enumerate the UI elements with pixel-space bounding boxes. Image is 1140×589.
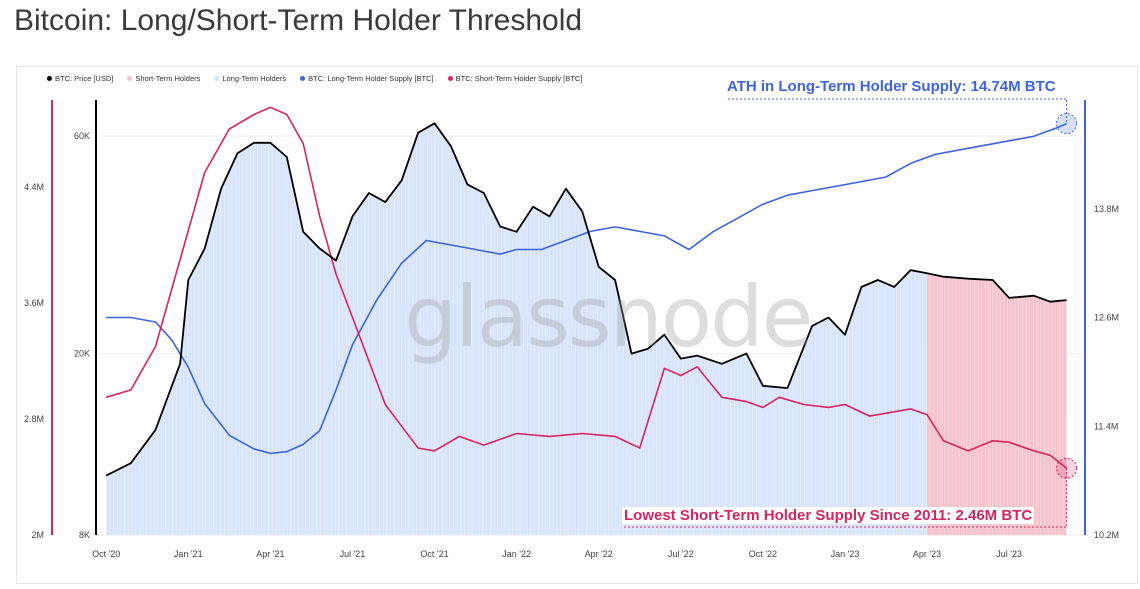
- legend-dot-price: [47, 76, 52, 81]
- x-tick-2: Apr '21: [256, 549, 284, 559]
- page-title: Bitcoin: Long/Short-Term Holder Threshol…: [14, 4, 583, 37]
- legend-item-lth-supply[interactable]: BTC: Long-Term Holder Supply [BTC]: [300, 74, 434, 83]
- x-tick-9: Jan '23: [831, 549, 860, 559]
- legend-dot-long-term-holders: [214, 76, 220, 81]
- x-tick-7: Jul '22: [668, 549, 694, 559]
- legend-item-short-term-holders[interactable]: Short-Term Holders: [127, 74, 200, 83]
- legend-item-sth-supply[interactable]: BTC: Short-Term Holder Supply [BTC]: [447, 74, 583, 83]
- y-tick-price-2: 60K: [74, 131, 90, 141]
- x-tick-0: Oct '20: [92, 549, 120, 559]
- annotation-marker-lth: [1056, 113, 1078, 135]
- legend-dot-short-term-holders: [127, 76, 133, 81]
- legend-label-lth-supply: BTC: Long-Term Holder Supply [BTC]: [308, 74, 434, 83]
- legend-dot-sth-supply: [447, 76, 453, 81]
- x-tick-1: Jan '21: [174, 549, 203, 559]
- y-tick-sth-3: 4.4M: [24, 182, 44, 192]
- annotation-marker-sth: [1056, 457, 1078, 479]
- x-tick-8: Oct '22: [749, 549, 777, 559]
- y-tick-lth-2: 12.6M: [1094, 313, 1119, 323]
- series-line-price: [105, 122, 1067, 477]
- annotation-sth-low: Lowest Short-Term Holder Supply Since 20…: [622, 507, 1035, 524]
- annotation-lth-ath: ATH in Long-Term Holder Supply: 14.74M B…: [725, 78, 1058, 95]
- legend-item-long-term-holders[interactable]: Long-Term Holders: [214, 74, 286, 83]
- legend-label-long-term-holders: Long-Term Holders: [222, 74, 287, 83]
- legend-item-price[interactable]: BTC: Price [USD]: [47, 74, 113, 83]
- long-term-holders-area: [106, 123, 928, 536]
- chart-panel: [16, 66, 1138, 584]
- legend-label-price: BTC: Price [USD]: [55, 74, 114, 83]
- watermark: glassnode: [404, 268, 813, 366]
- x-tick-10: Apr '23: [913, 549, 941, 559]
- y-tick-sth-1: 2.8M: [24, 414, 44, 424]
- y-tick-lth-0: 10.2M: [1094, 530, 1119, 540]
- x-tick-11: Jul '23: [996, 549, 1022, 559]
- x-tick-4: Oct '21: [420, 549, 448, 559]
- x-tick-3: Jul '21: [340, 549, 366, 559]
- chart-legend[interactable]: BTC: Price [USD] Short-Term Holders Long…: [47, 74, 582, 83]
- series-line-lth-supply: [106, 122, 1067, 455]
- y-tick-sth-0: 2M: [31, 530, 44, 540]
- legend-label-sth-supply: BTC: Short-Term Holder Supply [BTC]: [455, 74, 583, 83]
- x-tick-6: Apr '22: [585, 549, 613, 559]
- y-tick-sth-2: 3.6M: [24, 298, 44, 308]
- y-tick-lth-3: 13.8M: [1094, 204, 1119, 214]
- short-term-holders-area: [927, 273, 1067, 535]
- legend-dot-lth-supply: [300, 76, 306, 81]
- x-tick-5: Jan '22: [502, 549, 531, 559]
- series-line-sth-supply: [105, 106, 1068, 469]
- legend-label-short-term-holders: Short-Term Holders: [135, 74, 201, 83]
- y-tick-price-1: 20K: [74, 349, 90, 359]
- y-tick-price-0: 8K: [79, 530, 90, 540]
- y-tick-lth-1: 11.4M: [1094, 421, 1118, 431]
